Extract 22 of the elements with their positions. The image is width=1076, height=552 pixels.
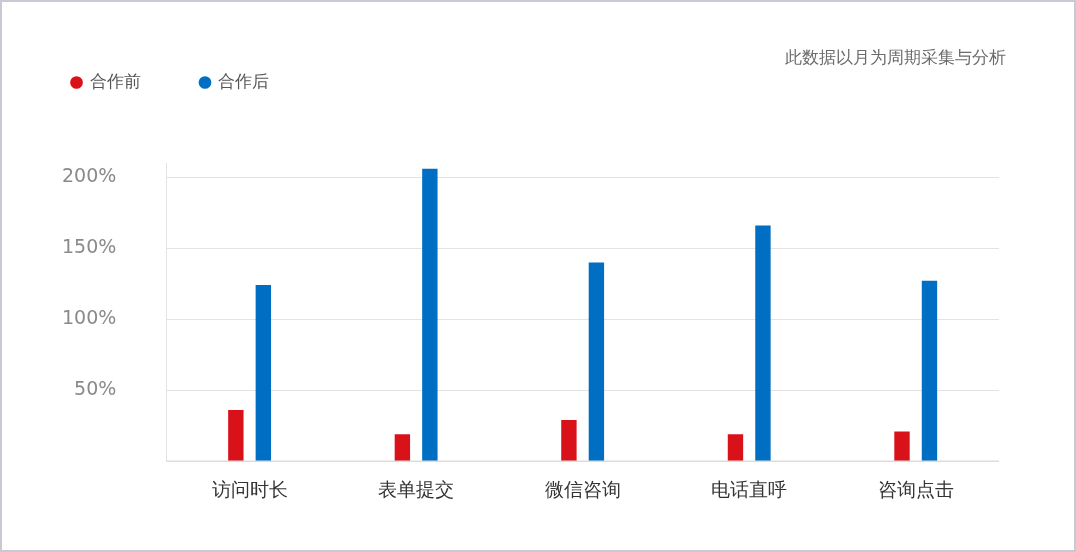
bar: [394, 434, 411, 462]
text: 此数据以月为周期采集与分析: [785, 46, 1006, 69]
y-tick-label: 200%: [61, 164, 117, 187]
bar: [755, 225, 771, 462]
bar: [894, 431, 910, 462]
x-tick-label: 电话直呼: [711, 477, 788, 500]
y-tick-label: 100%: [61, 306, 117, 329]
x-tick-label: 访问时长: [211, 477, 288, 500]
bar: [422, 168, 438, 462]
bar: [228, 410, 244, 462]
bar: [727, 434, 744, 462]
y-tick-label: 50%: [74, 377, 117, 400]
x-tick-label: 表单提交: [378, 477, 455, 500]
bar: [921, 280, 938, 462]
legend-label: 合作前: [89, 70, 141, 91]
bar: [561, 420, 577, 462]
bar: [255, 285, 272, 462]
bar: [588, 262, 605, 462]
x-tick-label: 咨询点击: [877, 477, 954, 500]
y-tick-label: 150%: [61, 235, 117, 258]
legend-label: 合作后: [218, 70, 269, 91]
x-tick-label: 微信咨询: [544, 477, 621, 500]
